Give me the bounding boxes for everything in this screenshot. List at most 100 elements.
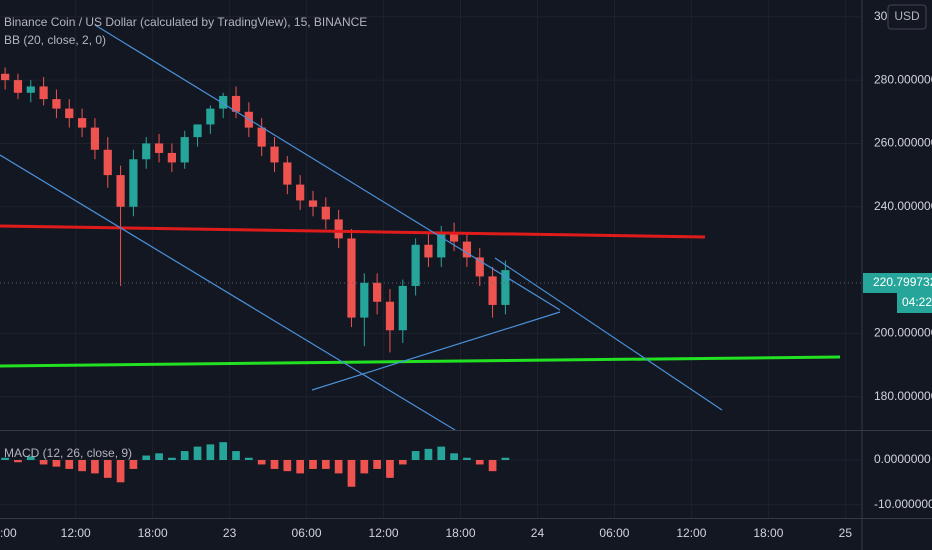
- candle-body: [219, 95, 228, 109]
- x-tick-label: 06:00: [292, 526, 322, 540]
- candle-body: [449, 232, 459, 242]
- candle-body: [360, 282, 369, 318]
- indicator-label: MACD (12, 26, close, 9): [4, 446, 132, 460]
- candle-body: [180, 137, 189, 163]
- macd-bar: [411, 451, 420, 460]
- drawings: [0, 24, 862, 430]
- macd-bar: [475, 460, 484, 465]
- candle-body: [347, 238, 356, 318]
- candle-body: [385, 301, 395, 331]
- macd-bar: [424, 448, 433, 460]
- x-tick-label: 25: [839, 526, 853, 540]
- last-price: 220.7997322: [873, 275, 932, 289]
- macd-bar: [283, 460, 292, 472]
- candle-body: [475, 257, 484, 277]
- candle-body: [373, 282, 382, 302]
- candle-body: [52, 99, 61, 109]
- y-tick-label: 180.0000000: [874, 389, 932, 403]
- candle-body: [167, 152, 176, 163]
- macd-bar: [65, 460, 74, 469]
- candle-body: [283, 162, 292, 185]
- candle-body: [142, 143, 151, 160]
- candle-body: [296, 184, 305, 201]
- macd-bar: [334, 460, 343, 474]
- candle-body: [231, 95, 241, 112]
- macd-bar: [501, 457, 510, 460]
- x-tick-label: 12:00: [61, 526, 91, 540]
- macd-bar: [360, 460, 369, 474]
- candle-body: [1, 73, 10, 81]
- macd-bar: [26, 456, 35, 460]
- macd-bar: [193, 446, 202, 460]
- macd-bar: [129, 460, 138, 469]
- x-tick-label: 06:00: [599, 526, 629, 540]
- last-price-badge: [863, 273, 932, 293]
- candle-body: [334, 219, 343, 239]
- macd-bar: [142, 455, 151, 460]
- candle-body: [424, 244, 433, 258]
- currency-button[interactable]: [887, 4, 927, 30]
- candle-body: [193, 124, 202, 138]
- candle-body: [129, 159, 138, 207]
- currency[interactable]: USD: [894, 9, 920, 23]
- macd-bar: [270, 460, 279, 469]
- macd-bar: [78, 460, 86, 472]
- macd-bar: [116, 460, 125, 483]
- y-tick-label: -10.0000000: [874, 497, 932, 511]
- macd-bar: [1, 457, 9, 460]
- macd-bar: [296, 460, 305, 474]
- macd-bar: [91, 460, 99, 474]
- x-tick-label: 18:00: [445, 526, 475, 540]
- candle-body: [257, 127, 266, 147]
- candle-body: [26, 86, 35, 93]
- y-tick-label: 200.0000000: [874, 326, 932, 340]
- macd-bar: [257, 460, 266, 465]
- candle-body: [398, 285, 407, 331]
- macd-bar: [14, 460, 22, 463]
- candle-body: [321, 206, 330, 220]
- chart-title: Binance Coin / US Dollar (calculated by …: [4, 15, 367, 29]
- macd-bar: [488, 460, 497, 472]
- candle-body: [270, 146, 279, 163]
- macd-bar: [245, 457, 253, 460]
- x-tick-label: 12:00: [676, 526, 706, 540]
- macd-bar: [206, 444, 215, 460]
- y-tick-label: 280.0000000: [874, 72, 932, 86]
- macd-bar: [52, 460, 61, 467]
- candle-body: [116, 175, 125, 207]
- macd-bar: [232, 451, 240, 460]
- macd-bar: [373, 460, 381, 469]
- candle-body: [77, 118, 87, 128]
- candle-body: [103, 149, 112, 176]
- macd-bar: [347, 460, 356, 487]
- macd-bar: [398, 460, 407, 465]
- candle-body: [501, 270, 510, 305]
- macd-bar: [155, 453, 163, 460]
- macd-bar: [463, 457, 471, 460]
- indicator-label: BB (20, close, 2, 0): [4, 33, 106, 47]
- y-tick-label: 260.0000000: [874, 136, 932, 150]
- x-tick-label: 12:00: [369, 526, 399, 540]
- macd-bar: [219, 442, 228, 460]
- candle-body: [411, 244, 420, 286]
- candle-body: [39, 86, 48, 100]
- x-tick-label: 23: [223, 526, 237, 540]
- x-tick-label: :00: [0, 526, 17, 540]
- candle-body: [488, 276, 497, 305]
- x-tick-label: 24: [531, 526, 545, 540]
- macd-bar: [309, 460, 317, 469]
- countdown: 04:22: [902, 295, 932, 309]
- macd-bar: [103, 460, 112, 478]
- macd-bar: [168, 457, 176, 460]
- macd-bar: [437, 446, 446, 460]
- candle-body: [462, 241, 472, 258]
- macd-bar: [450, 453, 458, 460]
- y-tick-label: 0.0000000: [874, 452, 931, 466]
- candle-body: [437, 232, 446, 258]
- countdown-badge: [897, 293, 932, 313]
- x-tick-label: 18:00: [753, 526, 783, 540]
- candle-body: [308, 200, 318, 207]
- macd-bar: [180, 451, 189, 460]
- x-tick-label: 18:00: [138, 526, 168, 540]
